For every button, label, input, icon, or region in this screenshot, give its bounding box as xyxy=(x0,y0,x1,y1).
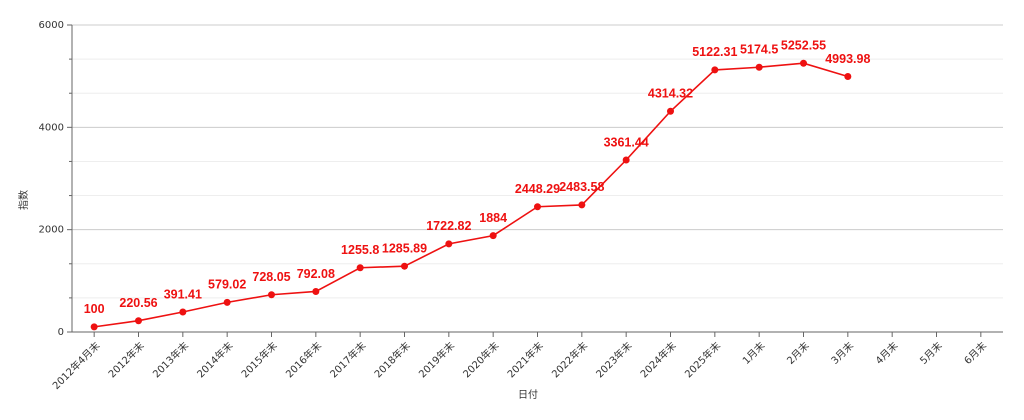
value-label: 391.41 xyxy=(164,287,202,301)
x-tick-label: 6月末 xyxy=(961,339,989,367)
value-label: 2448.29 xyxy=(515,182,560,196)
x-tick-label: 2012年4月末 xyxy=(50,339,103,392)
x-axis-label: 日付 xyxy=(518,388,538,401)
point xyxy=(445,240,453,248)
point xyxy=(578,201,586,209)
x-tick-label: 2020年末 xyxy=(460,339,501,380)
value-label: 220.56 xyxy=(119,296,157,310)
x-tick-label: 2021年末 xyxy=(504,339,545,380)
value-label: 1722.82 xyxy=(426,219,471,233)
x-tick-label: 2018年末 xyxy=(371,339,412,380)
point xyxy=(312,287,320,295)
x-tick-label: 5月末 xyxy=(917,339,945,367)
point xyxy=(800,59,807,67)
y-axis-label: 指数 xyxy=(17,190,30,210)
x-tick-label: 1月末 xyxy=(740,339,768,367)
value-label: 4314.32 xyxy=(648,87,693,101)
x-tick-label: 3月末 xyxy=(828,339,856,367)
value-label: 3361.44 xyxy=(604,135,649,149)
x-tick-label: 2022年末 xyxy=(549,339,590,380)
value-label: 1285.89 xyxy=(382,242,427,256)
value-label: 1884 xyxy=(479,211,507,225)
x-tick-label: 2019年末 xyxy=(416,339,457,380)
x-tick-label: 4月末 xyxy=(873,339,901,367)
value-label: 2483.58 xyxy=(559,180,604,194)
value-label: 4993.98 xyxy=(825,52,870,66)
x-tick-label: 2012年末 xyxy=(105,339,146,380)
x-tick-label: 2016年末 xyxy=(283,339,324,380)
point xyxy=(489,232,497,240)
point xyxy=(622,156,630,164)
y-tick-label: 6000 xyxy=(39,20,64,31)
value-label: 728.05 xyxy=(252,270,290,284)
point xyxy=(534,203,541,211)
x-tick-label: 2013年末 xyxy=(150,339,191,380)
value-label: 792.08 xyxy=(297,267,335,281)
x-tick-label: 2017年末 xyxy=(327,339,368,380)
x-tick-label: 2025年末 xyxy=(682,339,723,380)
point xyxy=(135,317,142,325)
value-label: 5252.55 xyxy=(781,39,826,53)
x-tick-label: 2014年末 xyxy=(194,339,235,380)
point xyxy=(755,63,763,71)
point xyxy=(90,323,98,331)
y-tick-label: 4000 xyxy=(39,122,64,133)
point xyxy=(268,291,275,299)
y-tick-label: 0 xyxy=(58,327,64,338)
point xyxy=(179,308,187,316)
line xyxy=(94,62,849,328)
x-tick-label: 2月末 xyxy=(784,339,812,367)
point xyxy=(711,66,719,74)
value-label: 1255.8 xyxy=(341,243,379,257)
y-tick-label: 2000 xyxy=(39,225,64,236)
x-tick-label: 2024年末 xyxy=(637,339,678,380)
value-label: 5174.5 xyxy=(740,43,778,57)
point xyxy=(223,298,231,306)
point xyxy=(844,72,852,80)
value-label: 100 xyxy=(84,302,105,316)
x-tick-label: 2015年末 xyxy=(238,339,279,380)
value-label: 5122.31 xyxy=(692,45,737,59)
x-tick-label: 2023年末 xyxy=(593,339,634,380)
point xyxy=(667,107,674,115)
point xyxy=(356,264,364,272)
point xyxy=(401,262,408,270)
value-label: 579.02 xyxy=(208,278,246,292)
